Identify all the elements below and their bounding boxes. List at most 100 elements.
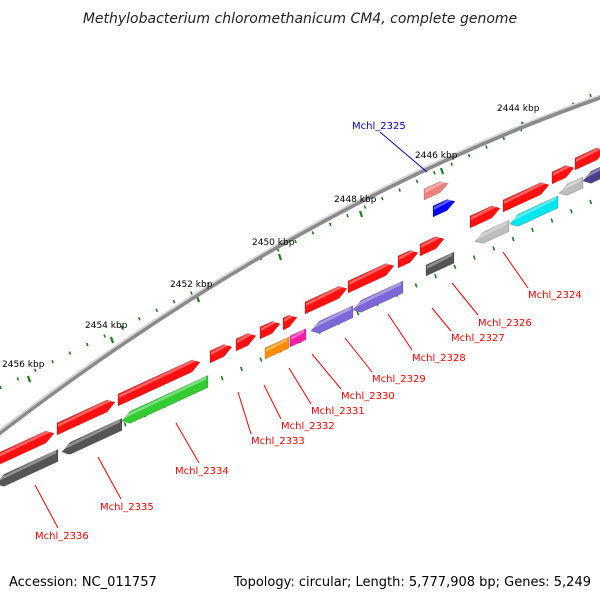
inner-tick (240, 366, 243, 372)
gene-mchl-2325-pink-shine (425, 178, 446, 193)
gene-red-g[interactable] (282, 312, 298, 331)
inner-tick (453, 264, 457, 270)
gene-mchl-2331[interactable] (289, 328, 307, 348)
gene-mchl-2327[interactable] (474, 219, 510, 244)
backbone-highlight (0, 94, 600, 432)
gene-red-o[interactable] (574, 145, 600, 171)
gene-mchl-2327-shine (476, 221, 507, 240)
gene-features (0, 145, 600, 487)
outer-tick (294, 239, 297, 244)
outer-tick (398, 188, 401, 192)
gene-red-g-shine (284, 312, 295, 322)
gene-label-mchl-2332[interactable]: Mchl_2332 (281, 421, 335, 432)
gene-red-e[interactable] (235, 330, 257, 352)
leader-mchl-2332 (263, 384, 282, 420)
backbone-outer (0, 94, 600, 436)
gene-mchl-2331-shine (291, 329, 304, 340)
gene-label-mchl-2334[interactable]: Mchl_2334 (175, 466, 229, 477)
gene-red-n[interactable] (551, 162, 575, 185)
gene-mchl-2336[interactable] (0, 449, 59, 487)
gene-mchl-2329[interactable] (352, 280, 404, 313)
gene-red-k-body (419, 236, 445, 257)
gene-red-l[interactable] (469, 203, 501, 229)
leader-mchl-2336 (34, 484, 59, 529)
gene-red-m[interactable] (502, 179, 550, 213)
major-tick (358, 210, 364, 218)
gene-darkpurple-r-body (582, 166, 600, 184)
inner-tick (414, 283, 418, 288)
gene-label-mchl-2327[interactable]: Mchl_2327 (451, 333, 505, 344)
gene-red-f[interactable] (259, 318, 281, 340)
gene-red-i-shine (349, 260, 392, 285)
outer-tick (589, 93, 592, 98)
inner-tick (569, 209, 573, 214)
gene-label-mchl-2335[interactable]: Mchl_2335 (100, 502, 154, 513)
major-tick (277, 253, 283, 261)
gene-mchl-2326-body (425, 251, 455, 277)
outer-tick (51, 359, 54, 364)
outer-tick (155, 308, 158, 312)
outer-tick (485, 145, 488, 149)
gene-label-mchl-2328[interactable]: Mchl_2328 (412, 353, 466, 364)
outer-tick (346, 213, 349, 218)
gene-mchl-2328-shine (511, 196, 556, 222)
gene-red-c[interactable] (117, 357, 201, 407)
gene-grey-light-r-body (558, 176, 584, 196)
gene-label-mchl-2331[interactable]: Mchl_2331 (311, 406, 365, 417)
gene-red-o-shine (576, 146, 600, 162)
gene-mchl-2329-body (352, 280, 404, 313)
gene-red-j[interactable] (397, 247, 419, 269)
outer-tick (33, 368, 37, 373)
leader-mchl-2333 (237, 391, 252, 435)
gene-red-a[interactable] (0, 428, 55, 466)
scale-label-2444: 2444 kbp (497, 104, 540, 114)
gene-red-j-shine (399, 247, 416, 260)
gene-darkpurple-r[interactable] (582, 164, 600, 184)
gene-label-mchl-2326[interactable]: Mchl_2326 (478, 318, 532, 329)
gene-mchl-2335[interactable] (61, 417, 123, 455)
gene-red-a-shine (0, 428, 52, 457)
outer-tick (433, 171, 436, 175)
gene-red-i[interactable] (347, 260, 395, 294)
gene-red-b[interactable] (56, 397, 116, 436)
leader-mchl-2331 (288, 367, 312, 405)
gene-mchl-2325-pink[interactable] (423, 178, 449, 201)
scale-label-2454: 2454 kbp (85, 321, 128, 331)
gene-red-l-body (469, 205, 501, 229)
leader-mchl-2326 (451, 282, 479, 316)
map-title: Methylobacterium chloromethanicum CM4, c… (83, 11, 517, 27)
gene-label-mchl-2329[interactable]: Mchl_2329 (372, 374, 426, 385)
gene-red-j-body (397, 250, 419, 269)
gene-label-mchl-2324[interactable]: Mchl_2324 (528, 290, 582, 301)
gene-label-mchl-2333[interactable]: Mchl_2333 (251, 436, 305, 447)
outer-tick (415, 179, 419, 184)
leader-mchl-2324 (502, 251, 529, 289)
gene-mchl-2332[interactable] (264, 336, 290, 360)
gene-label-mchl-2325[interactable]: Mchl_2325 (352, 121, 406, 132)
gene-red-h[interactable] (304, 283, 348, 315)
gene-red-f-shine (261, 318, 278, 331)
gene-red-b-shine (58, 397, 113, 427)
gene-mchl-2335-body (61, 417, 123, 455)
gene-mchl-2325-blue[interactable] (432, 196, 456, 218)
gene-label-mchl-2336[interactable]: Mchl_2336 (35, 531, 89, 542)
gene-mchl-2330[interactable] (310, 305, 354, 334)
scale-label-2446: 2446 kbp (415, 151, 458, 161)
gene-red-g-body (282, 314, 298, 331)
gene-mchl-2325-blue-body (432, 199, 456, 218)
gene-red-d-body (209, 344, 233, 364)
major-tick (26, 375, 32, 383)
gene-mchl-2332-body (264, 336, 290, 360)
gene-mchl-2334-shine (123, 376, 206, 419)
gene-mchl-2334[interactable] (121, 374, 209, 424)
gene-red-k[interactable] (419, 233, 445, 257)
gene-mchl-2326[interactable] (425, 251, 455, 277)
gene-grey-light-r[interactable] (558, 176, 584, 196)
gene-mchl-2328[interactable] (509, 195, 559, 227)
outer-tick (103, 334, 106, 338)
gene-mchl-2328-body (509, 195, 559, 227)
gene-red-b-body (56, 399, 116, 436)
scale-labels: 2444 kbp 2446 kbp 2448 kbp 2450 kbp 2452… (2, 104, 540, 370)
gene-label-mchl-2330[interactable]: Mchl_2330 (341, 391, 395, 402)
gene-red-d[interactable] (209, 341, 233, 364)
